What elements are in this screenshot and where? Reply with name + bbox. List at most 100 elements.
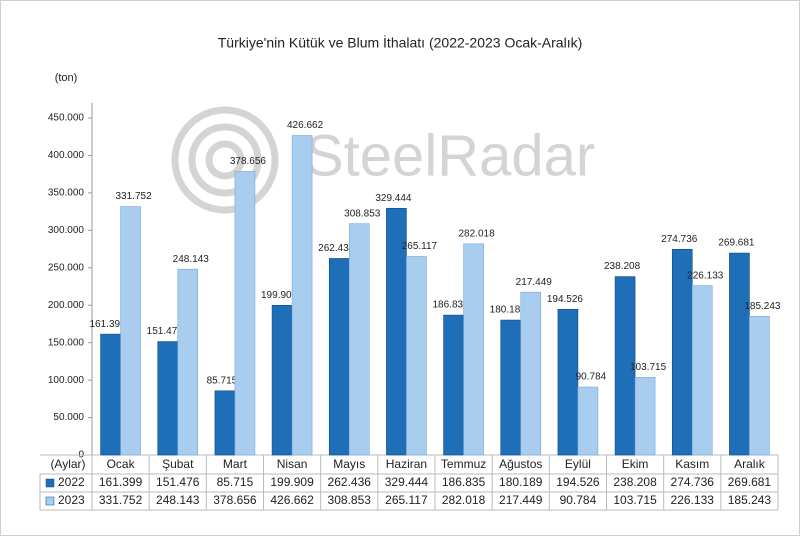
x-tick-label: Temmuz [441,457,486,471]
table-cell: 378.656 [213,493,257,507]
table-cell: 180.189 [499,475,543,489]
data-label: 269.681 [718,238,755,249]
table-cell: 194.526 [556,475,600,489]
bar [406,256,427,456]
bar [234,171,256,456]
table-cell: 151.476 [156,475,200,489]
bar [291,135,313,456]
legend-label: 2023 [58,493,85,507]
data-label: 199.909 [261,290,298,301]
x-tick-label: Mayıs [333,457,365,471]
data-label: 378.656 [230,156,267,167]
bar [729,252,750,456]
bar [691,285,713,456]
data-label: 103.715 [630,362,667,373]
data-label: 226.133 [687,270,724,281]
x-tick-label: Nisan [277,457,308,471]
data-label: 238.208 [604,261,641,272]
y-tick-label: 400.000 [48,150,85,161]
bar [120,206,141,456]
bar [157,341,179,456]
x-tick-label: Mart [223,457,248,471]
x-tick-label: Kasım [675,457,709,471]
table-cell: 185.243 [728,493,772,507]
x-tick-label: Aralık [734,457,766,471]
data-label: 194.526 [547,294,584,305]
data-label: 151.476 [147,326,184,337]
data-label: 90.784 [576,372,607,383]
bar [614,276,636,456]
x-tick-label: Haziran [386,457,427,471]
data-label: 282.018 [459,228,496,239]
data-label: 426.662 [287,120,324,131]
bar [328,258,350,456]
bar [520,291,542,456]
bar [348,223,370,456]
table-cell: 426.662 [270,493,314,507]
x-tick-label: Eylül [565,457,591,471]
data-label: 185.243 [744,301,781,312]
data-label: 248.143 [173,254,210,265]
watermark-logo [171,106,279,214]
data-label: 161.399 [90,319,127,330]
y-axis-label: (ton) [55,72,78,84]
bar [634,377,656,456]
watermark: SteelRadar [305,123,595,188]
y-tick-label: 100.000 [48,375,85,386]
data-label: 217.449 [516,277,553,288]
table-cell: 329.444 [385,475,429,489]
bar [271,304,293,456]
data-label: 329.444 [375,193,412,204]
y-tick-label: 200.000 [48,300,85,311]
bar [443,314,464,456]
x-tick-label: Şubat [162,457,194,471]
data-label: 85.715 [207,375,238,386]
bar [500,319,522,456]
y-tick-label: 300.000 [48,225,85,236]
table-cell: 103.715 [613,493,657,507]
table-cell: 282.018 [442,493,486,507]
y-tick-label: 250.000 [48,262,85,273]
y-tick-label: 50.000 [53,412,84,423]
table-cell: 262.436 [328,475,372,489]
bar [577,386,599,456]
x-tick-label: Ağustos [499,457,542,471]
bar [557,309,579,456]
legend-swatch [45,478,55,488]
y-tick-label: 350.000 [48,188,85,199]
bar [749,315,770,456]
data-label: 274.736 [661,234,698,245]
bar [463,243,484,456]
table-cell: 226.133 [671,493,715,507]
table-cell: 199.909 [270,475,314,489]
table-cell: 85.715 [217,475,254,489]
table-cell: 331.752 [99,493,143,507]
y-tick-label: 450.000 [48,113,85,124]
data-label: 262.436 [318,243,355,254]
table-cell: 161.399 [99,475,143,489]
table-cell: 269.681 [728,475,772,489]
x-tick-label: Ocak [107,457,136,471]
bar [100,333,121,456]
legend-swatch [45,496,55,506]
table-cell: 90.784 [560,493,597,507]
legend-label: 2022 [58,475,85,489]
table-cell: 217.449 [499,493,543,507]
y-tick-label: 150.000 [48,337,85,348]
x-axis-label: (Aylar) [50,457,85,471]
table-cell: 248.143 [156,493,200,507]
data-label: 265.117 [402,241,438,252]
chart-title: Türkiye'nin Kütük ve Blum İthalatı (2022… [218,34,583,51]
data-label: 331.752 [116,191,153,202]
table-cell: 265.117 [385,493,428,507]
table-cell: 308.853 [328,493,372,507]
bar [177,268,199,456]
table-cell: 238.208 [613,475,657,489]
data-label: 308.853 [344,208,381,219]
data-label: 180.189 [490,305,527,316]
table-cell: 274.736 [671,475,715,489]
table-cell: 186.835 [442,475,486,489]
data-label: 186.835 [433,300,470,311]
x-tick-label: Ekim [622,457,649,471]
